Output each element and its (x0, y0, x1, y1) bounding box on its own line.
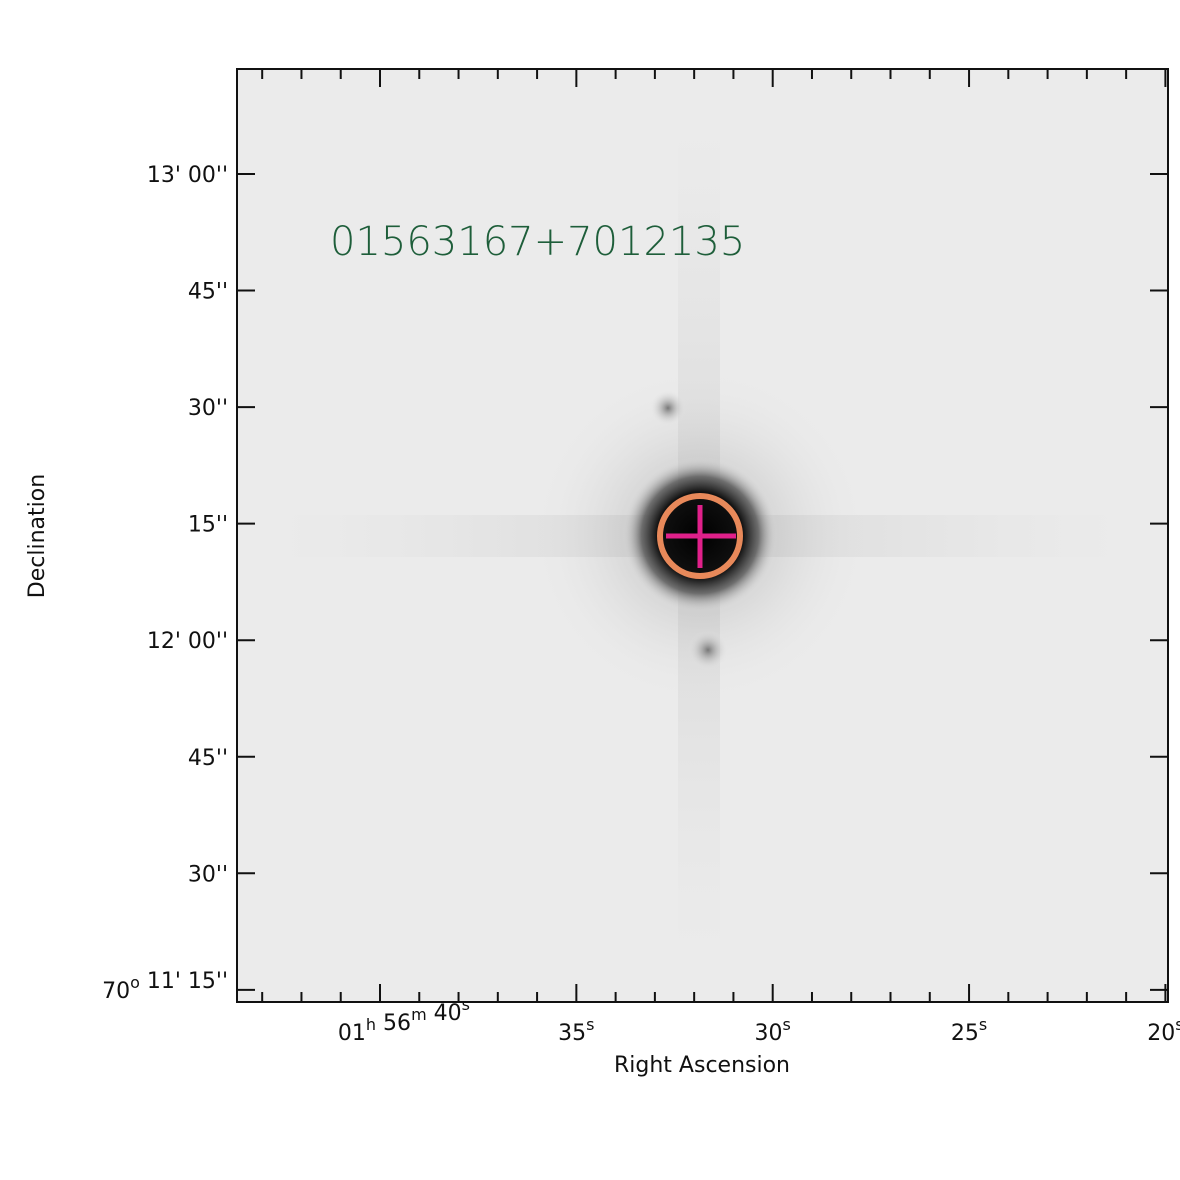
tick-label: 13' 00'' (147, 163, 228, 188)
tick-label-part: 20 (1147, 1021, 1175, 1046)
sky-image (237, 69, 1168, 1002)
tick-label-sup: s (586, 1015, 594, 1034)
tick-label: 45'' (188, 746, 228, 771)
tick-label-part: 45'' (188, 746, 228, 771)
tick-label-sup: s (783, 1015, 791, 1034)
axes: 13' 00'' 45'' 30'' 15'' 12' 00'' 45'' 30'' 70o … (102, 69, 1180, 1046)
tick-label-part: 30 (755, 1021, 783, 1046)
tick-label: 15'' (188, 513, 228, 538)
tick-label-part: 25 (951, 1021, 979, 1046)
source-circle (657, 493, 743, 579)
tick-label-part: 11' 15'' (140, 969, 228, 994)
tick-label-sup: s (462, 995, 470, 1014)
tick-label: 01h 56m 40s (338, 995, 470, 1046)
x-axis-title: Right Ascension (614, 1053, 790, 1078)
tick-label-part: 30'' (188, 862, 228, 887)
tick-label: 45'' (188, 280, 228, 305)
tick-label-sup: o (130, 973, 140, 992)
tick-label-sup: s (1175, 1015, 1180, 1034)
tick-label: 30s (755, 1015, 791, 1046)
tick-label: 25s (951, 1015, 987, 1046)
tick-label-part: 01 (338, 1021, 366, 1046)
tick-label-part: 35 (558, 1021, 586, 1046)
tick-label: 20s (1147, 1015, 1180, 1046)
tick-label: 12' 00'' (147, 629, 228, 654)
tick-label-sup: m (411, 1005, 427, 1024)
tick-label: 70o 11' 15'' (102, 969, 228, 1004)
tick-label: 35s (558, 1015, 594, 1046)
tick-label-part: 30'' (188, 396, 228, 421)
source-label: 01563167+7012135 (330, 219, 745, 265)
tick-label-part: 15'' (188, 513, 228, 538)
plot-frame (236, 68, 1169, 1003)
tick-label-sup: s (979, 1015, 987, 1034)
tick-label: 30'' (188, 396, 228, 421)
tick-label: 30'' (188, 862, 228, 887)
y-axis-title: Declination (25, 474, 50, 598)
tick-label-part: 13' 00'' (147, 163, 228, 188)
tick-label-part: 40 (427, 1001, 462, 1026)
tick-label-part: 56 (376, 1011, 411, 1036)
tick-label-sup: h (366, 1015, 376, 1034)
tick-label-part: 45'' (188, 280, 228, 305)
tick-label-part: 12' 00'' (147, 629, 228, 654)
tick-label-part: 70 (102, 979, 130, 1004)
